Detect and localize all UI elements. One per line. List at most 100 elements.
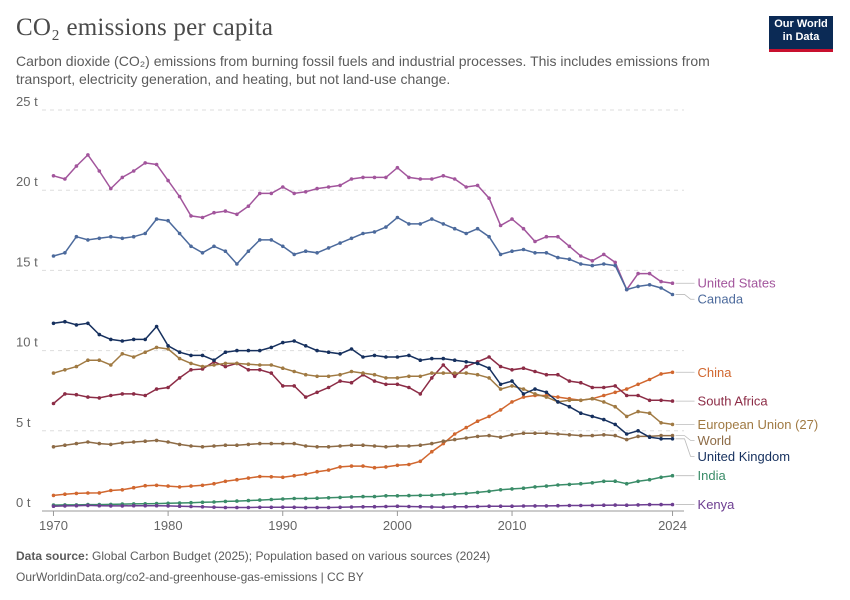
data-point — [361, 231, 365, 236]
series-label[interactable]: World — [698, 433, 732, 448]
series-kenya[interactable] — [51, 502, 675, 510]
data-point — [281, 441, 285, 446]
label-connector — [675, 294, 695, 300]
data-point — [177, 442, 182, 447]
series-label[interactable]: United Kingdom — [698, 449, 791, 464]
data-point — [579, 481, 583, 486]
data-point — [670, 399, 675, 403]
data-point — [258, 498, 262, 502]
data-point — [418, 504, 423, 509]
data-point — [430, 505, 434, 509]
data-point — [452, 505, 457, 509]
series-label[interactable]: European Union (27) — [698, 417, 819, 432]
data-point — [166, 484, 170, 488]
data-point — [97, 169, 102, 173]
series-label[interactable]: United States — [698, 276, 777, 291]
data-point — [315, 390, 319, 395]
data-point — [647, 377, 652, 382]
data-point — [200, 353, 205, 358]
data-point — [384, 465, 388, 469]
data-point — [74, 234, 79, 239]
data-point — [533, 369, 537, 374]
data-point — [624, 437, 629, 442]
data-point — [544, 431, 549, 436]
series-label[interactable]: India — [698, 468, 727, 483]
data-point — [464, 371, 469, 375]
series-label[interactable]: China — [698, 365, 733, 380]
series-south-africa[interactable] — [51, 355, 675, 406]
data-point — [326, 246, 331, 250]
data-point — [189, 214, 193, 218]
data-point — [384, 494, 388, 498]
series-european-union-27[interactable] — [51, 345, 675, 427]
source-text: Global Carbon Budget (2025); Population … — [88, 549, 491, 563]
data-point — [430, 376, 434, 380]
data-point — [475, 372, 480, 377]
data-point — [131, 440, 136, 444]
axes: 0 t 5 t 10 t 15 t 20 t 25 t 1970 1980 1990 2000 20… — [16, 95, 687, 533]
data-point — [361, 175, 365, 180]
data-point — [498, 252, 503, 257]
data-point — [590, 385, 595, 390]
label-connector — [675, 438, 695, 457]
data-point — [326, 496, 331, 500]
data-point — [189, 504, 193, 509]
data-point — [166, 344, 170, 348]
data-point — [567, 482, 572, 487]
data-point — [166, 440, 170, 444]
data-point — [212, 500, 216, 504]
series-label[interactable]: Canada — [698, 292, 744, 307]
data-point — [441, 356, 446, 361]
data-point — [166, 347, 170, 351]
data-point — [177, 485, 182, 489]
data-point — [143, 350, 147, 354]
data-point — [200, 483, 205, 488]
data-point — [498, 223, 503, 228]
source-url[interactable]: OurWorldinData.org/co2-and-greenhouse-ga… — [16, 570, 364, 584]
series-canada[interactable] — [51, 215, 675, 297]
data-point — [258, 238, 262, 242]
series-lines — [51, 153, 675, 510]
data-point — [223, 443, 228, 448]
data-point — [636, 382, 640, 387]
data-point — [154, 503, 159, 508]
data-point — [567, 379, 572, 383]
data-point — [315, 186, 319, 191]
data-point — [418, 392, 423, 396]
series-label[interactable]: Kenya — [698, 497, 736, 512]
data-point — [498, 504, 503, 509]
data-point — [441, 505, 446, 510]
data-point — [487, 489, 491, 494]
series-india[interactable] — [51, 473, 675, 507]
series-united-states[interactable] — [51, 153, 675, 292]
data-point — [533, 392, 537, 396]
data-source: Data source: Global Carbon Budget (2025)… — [16, 549, 490, 563]
data-point — [281, 244, 285, 249]
data-point — [200, 251, 205, 255]
data-point — [659, 433, 663, 438]
data-point — [579, 411, 583, 416]
data-point — [372, 230, 377, 234]
data-point — [246, 442, 251, 447]
data-point — [544, 234, 549, 239]
series-world[interactable] — [51, 431, 675, 449]
x-tick-label: 2000 — [383, 518, 412, 533]
data-point — [567, 404, 572, 409]
data-point — [269, 371, 274, 375]
data-point — [441, 439, 446, 444]
data-point — [303, 249, 308, 253]
data-point — [452, 437, 457, 442]
series-united-kingdom[interactable] — [51, 319, 675, 441]
data-point — [200, 364, 205, 369]
owid-logo[interactable]: Our World in Data — [769, 16, 833, 52]
series-label[interactable]: South Africa — [698, 394, 769, 409]
data-point — [223, 249, 228, 253]
data-point — [510, 433, 514, 437]
data-point — [200, 215, 205, 220]
data-point — [338, 465, 342, 469]
data-point — [235, 212, 239, 217]
data-point — [602, 385, 606, 390]
data-point — [349, 443, 354, 448]
data-point — [556, 400, 560, 404]
data-point — [120, 352, 125, 356]
